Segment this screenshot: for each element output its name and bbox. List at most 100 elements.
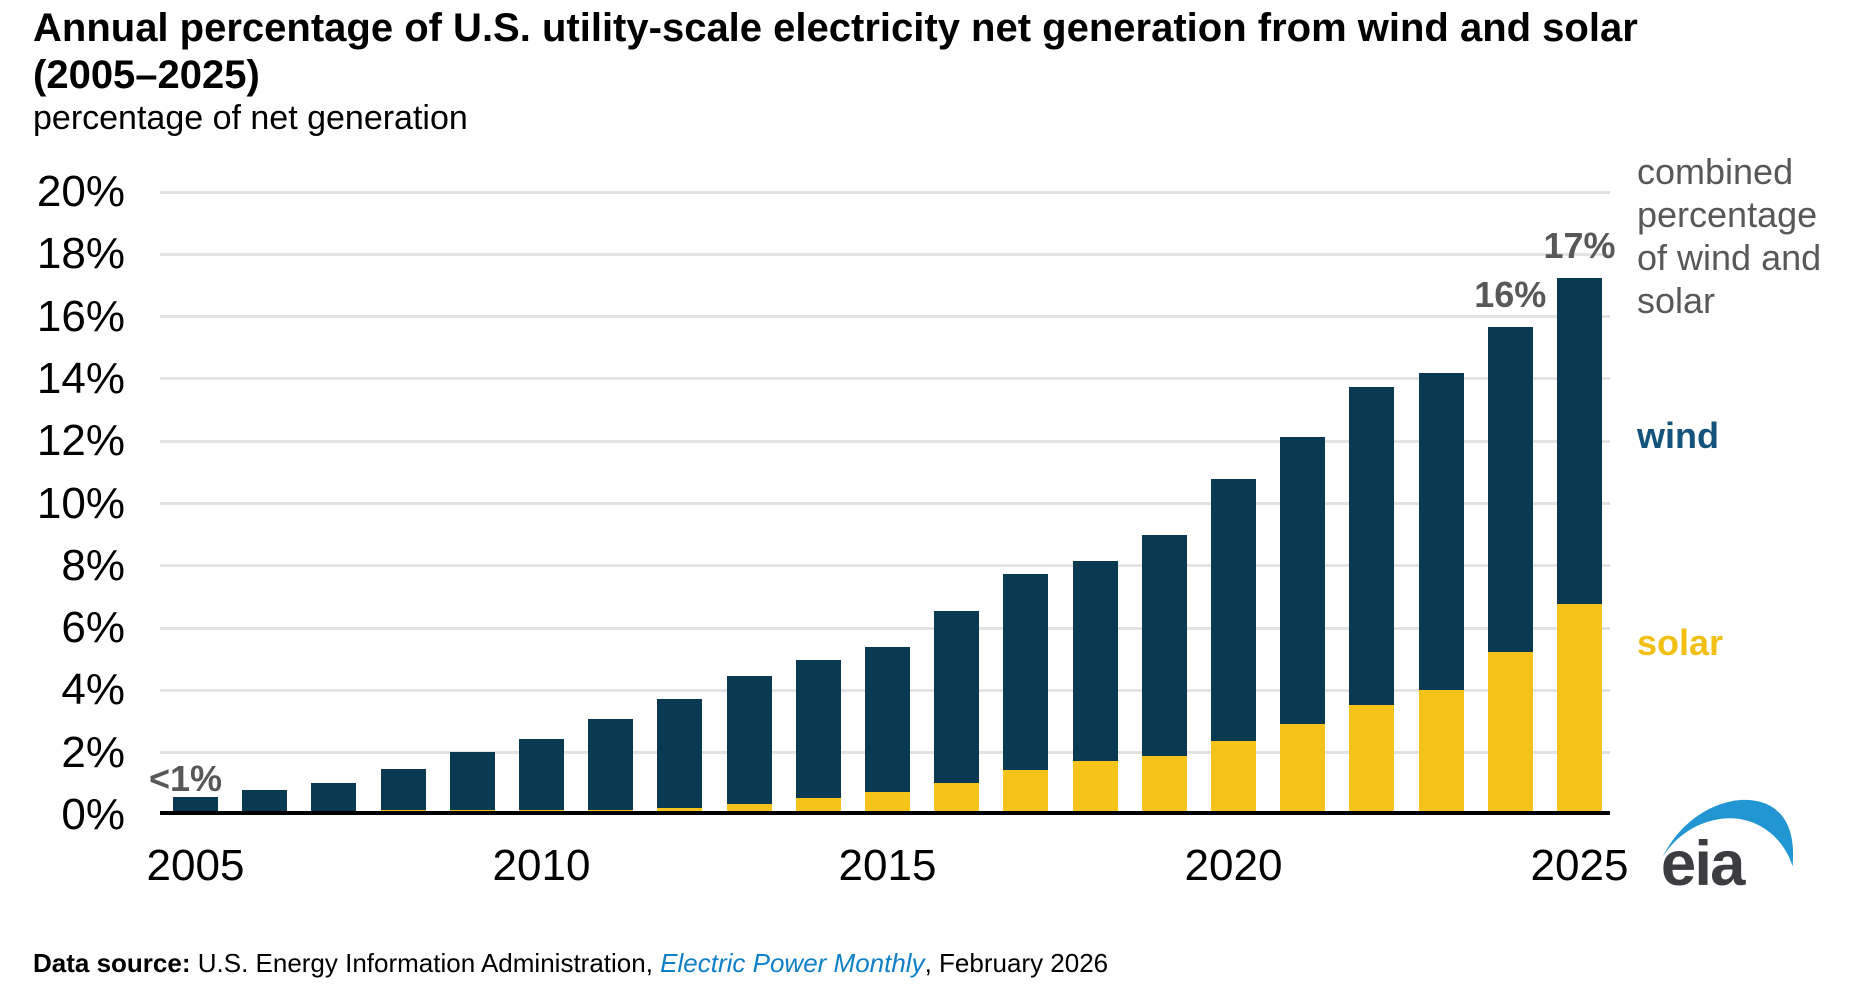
bar-2014	[795, 659, 841, 811]
y-tick-14pct: 14%	[36, 353, 125, 403]
annotation-2005: <1%	[149, 757, 223, 799]
wind-segment-2013	[726, 675, 772, 804]
annotation-2024: 16%	[1474, 273, 1547, 315]
wind-segment-2023	[1418, 373, 1464, 690]
y-tick-2pct: 2%	[61, 727, 125, 777]
solar-segment-2017	[1003, 769, 1049, 811]
bar-2007	[311, 783, 357, 811]
bar-2024	[1487, 326, 1533, 811]
gridline-10pct	[160, 502, 1610, 505]
solar-segment-2019	[1141, 755, 1187, 811]
chart-title-line1: Annual percentage of U.S. utility-scale …	[33, 6, 1638, 50]
bar-2023	[1418, 373, 1464, 811]
annotation-2025: 17%	[1543, 225, 1616, 267]
solar-segment-2011	[588, 809, 634, 811]
y-axis: 0% 2% 4% 6% 8% 10% 12% 14% 16% 18% 20%	[0, 167, 125, 839]
y-tick-18pct: 18%	[36, 229, 125, 279]
wind-segment-2005	[173, 796, 218, 811]
bar-2025	[1557, 278, 1602, 811]
solar-segment-2012	[657, 807, 703, 811]
bar-2012	[657, 698, 703, 811]
y-tick-6pct: 6%	[61, 603, 125, 653]
data-source-label: Data source:	[33, 948, 191, 978]
gridline-8pct	[160, 564, 1610, 568]
eia-logo-swoosh-icon	[1662, 799, 1794, 867]
solar-segment-2021	[1280, 723, 1326, 811]
eia-logo-text: eia	[1661, 829, 1746, 898]
solar-segment-2008	[380, 810, 426, 811]
wind-segment-2015	[865, 646, 910, 792]
wind-segment-2007	[311, 783, 357, 811]
x-axis-line	[160, 811, 1610, 815]
chart-title: Annual percentage of U.S. utility-scale …	[33, 5, 1733, 99]
y-tick-8pct: 8%	[61, 540, 125, 590]
gridline-16pct	[160, 315, 1610, 319]
plot-area: 2005 2010 2015 2020 2025 <1% 16% 17%	[147, 190, 1628, 890]
wind-segment-2017	[1003, 574, 1049, 770]
y-tick-10pct: 10%	[36, 478, 125, 528]
bar-2015	[865, 646, 910, 811]
wind-segment-2010	[519, 739, 564, 811]
wind-segment-2019	[1141, 535, 1187, 756]
data-source-line: Data source: U.S. Energy Information Adm…	[33, 948, 1108, 979]
data-source-link[interactable]: Electric Power Monthly	[660, 948, 925, 978]
legend-combined-label: combined percentage of wind and solar	[1637, 151, 1822, 321]
wind-segment-2012	[657, 698, 703, 808]
bar-2020	[1211, 478, 1256, 811]
bar-2006	[242, 790, 288, 811]
wind-segment-2009	[449, 752, 495, 811]
wind-segment-2018	[1072, 560, 1118, 762]
bar-2022	[1349, 387, 1395, 811]
gridline-18pct	[160, 252, 1610, 256]
bar-2009	[449, 752, 495, 811]
bar-2017	[1003, 574, 1049, 811]
y-tick-0pct: 0%	[61, 790, 125, 839]
x-tick-2015: 2015	[838, 841, 937, 890]
legend-solar-label: solar	[1637, 622, 1724, 663]
bar-2019	[1141, 535, 1187, 811]
solar-segment-2022	[1349, 705, 1395, 811]
bar-2013	[726, 675, 772, 812]
bar-2016	[934, 611, 980, 811]
gridline-20pct	[160, 190, 1610, 194]
bar-2018	[1072, 560, 1118, 811]
solar-segment-2014	[795, 797, 841, 811]
solar-segment-2020	[1211, 740, 1256, 811]
bar-2021	[1280, 437, 1326, 811]
x-tick-2010: 2010	[492, 841, 591, 890]
x-tick-2025: 2025	[1530, 841, 1629, 890]
wind-segment-2014	[795, 659, 841, 798]
solar-segment-2025	[1557, 604, 1602, 811]
solar-segment-2009	[449, 810, 495, 811]
solar-segment-2024	[1487, 652, 1533, 811]
y-tick-20pct: 20%	[36, 167, 125, 216]
solar-segment-2015	[865, 792, 910, 811]
data-source-suffix: , February 2026	[924, 948, 1109, 978]
wind-segment-2011	[588, 719, 634, 810]
wind-segment-2016	[934, 611, 980, 783]
wind-segment-2008	[380, 768, 426, 811]
solar-segment-2016	[934, 782, 980, 811]
legend-wind-label: wind	[1637, 415, 1719, 456]
bar-2010	[519, 739, 564, 811]
bar-2011	[588, 719, 634, 811]
wind-segment-2006	[242, 790, 288, 811]
bar-2005	[173, 796, 218, 811]
y-tick-12pct: 12%	[36, 416, 125, 466]
gridline-6pct	[160, 626, 1610, 630]
gridline-12pct	[160, 439, 1610, 443]
data-source-body: U.S. Energy Information Administration,	[190, 948, 661, 978]
wind-segment-2020	[1211, 478, 1256, 741]
solar-segment-2010	[519, 810, 564, 811]
wind-segment-2024	[1487, 326, 1533, 653]
y-tick-16pct: 16%	[36, 291, 125, 341]
wind-segment-2021	[1280, 437, 1326, 724]
x-tick-2020: 2020	[1184, 841, 1283, 890]
chart-title-line2: (2005–2025)	[33, 53, 260, 97]
bar-2008	[380, 768, 426, 811]
wind-segment-2022	[1349, 387, 1395, 706]
eia-logo: eia	[1661, 799, 1794, 898]
x-tick-2005: 2005	[146, 841, 245, 890]
wind-segment-2025	[1557, 278, 1602, 605]
y-axis-unit-label: percentage of net generation	[33, 99, 468, 137]
